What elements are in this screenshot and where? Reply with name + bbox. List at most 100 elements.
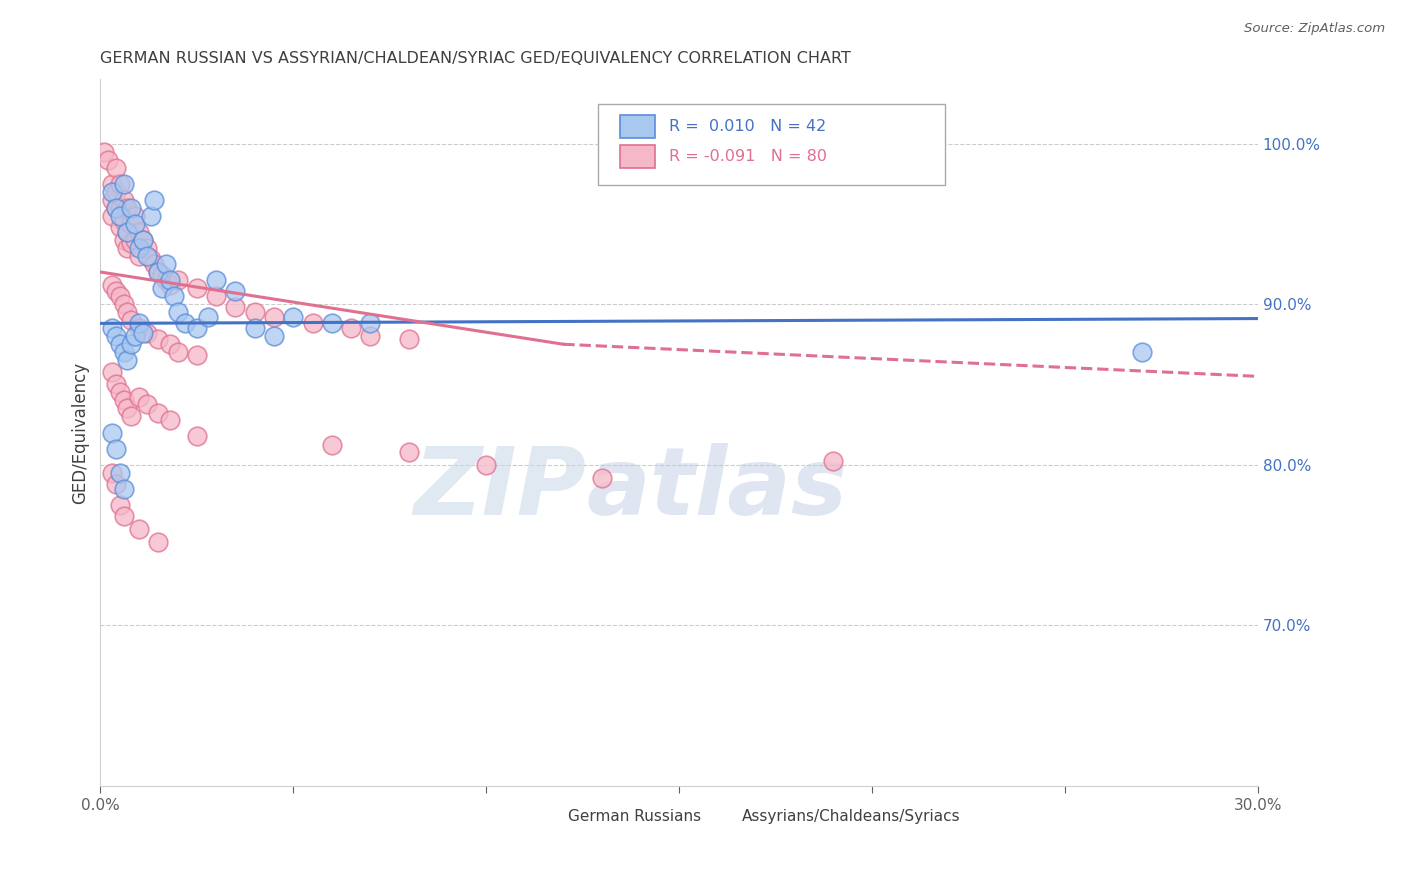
Point (104, 201, 127, 215)
Point (148, 333, 170, 347)
Point (205, 289, 228, 303)
Point (101, 185, 124, 199)
Point (108, 209, 131, 223)
Text: Source: ZipAtlas.com: Source: ZipAtlas.com (1244, 22, 1385, 36)
Point (108, 201, 131, 215)
Point (128, 249, 150, 263)
Point (159, 413, 181, 427)
Point (135, 397, 157, 411)
Point (117, 305, 139, 319)
Point (186, 321, 208, 335)
Point (124, 233, 146, 247)
Text: ZIP: ZIP (413, 443, 586, 535)
Text: German Russians: German Russians (568, 809, 702, 824)
Point (132, 326, 155, 340)
Point (112, 482, 135, 496)
Point (301, 317, 323, 331)
Point (398, 333, 420, 347)
Point (120, 236, 142, 251)
Point (359, 317, 381, 331)
Point (117, 201, 139, 215)
Point (112, 177, 135, 191)
Point (263, 329, 285, 343)
Point (101, 425, 124, 440)
Point (128, 317, 150, 331)
Point (117, 353, 139, 368)
Point (150, 268, 173, 283)
Point (128, 321, 150, 335)
Point (112, 345, 135, 359)
Bar (620, 115, 655, 138)
Point (591, 470, 613, 484)
Point (321, 438, 343, 452)
Point (101, 365, 124, 379)
Point (224, 285, 246, 299)
Text: Assyrians/Chaldeans/Syriacs: Assyrians/Chaldeans/Syriacs (741, 809, 960, 824)
Point (155, 257, 177, 271)
Point (205, 273, 228, 287)
Point (101, 209, 124, 223)
Point (128, 225, 150, 239)
Point (197, 310, 219, 324)
Point (143, 193, 166, 207)
Point (148, 265, 170, 279)
Point (112, 193, 135, 207)
Point (132, 233, 155, 247)
Point (321, 317, 343, 331)
Point (135, 249, 157, 263)
Point (124, 329, 146, 343)
Point (108, 498, 131, 512)
Point (135, 326, 157, 340)
Text: GERMAN RUSSIAN VS ASSYRIAN/CHALDEAN/SYRIAC GED/EQUIVALENCY CORRELATION CHART: GERMAN RUSSIAN VS ASSYRIAN/CHALDEAN/SYRI… (100, 51, 851, 66)
Point (93, 145, 115, 159)
Point (243, 321, 266, 335)
Point (143, 257, 166, 271)
Text: R = -0.091   N = 80: R = -0.091 N = 80 (669, 149, 827, 164)
Point (108, 177, 131, 191)
Point (124, 209, 146, 223)
Bar (529, 809, 554, 824)
Point (112, 297, 135, 311)
Point (186, 349, 208, 363)
Point (224, 301, 246, 315)
Bar (620, 145, 655, 168)
Point (174, 317, 197, 331)
Point (150, 281, 173, 295)
Bar (702, 809, 728, 824)
Point (120, 201, 142, 215)
Point (128, 390, 150, 404)
Point (263, 310, 285, 324)
Point (166, 345, 188, 359)
Point (101, 466, 124, 480)
Point (475, 458, 498, 472)
Point (148, 534, 170, 549)
Point (132, 233, 155, 247)
Point (359, 329, 381, 343)
Point (1130, 345, 1153, 359)
Point (120, 337, 142, 351)
Point (112, 233, 135, 247)
FancyBboxPatch shape (598, 104, 945, 186)
Point (108, 385, 131, 400)
Point (117, 401, 139, 416)
Text: R =  0.010   N = 42: R = 0.010 N = 42 (669, 120, 825, 134)
Point (166, 273, 188, 287)
Point (159, 277, 181, 292)
Point (117, 241, 139, 255)
Point (186, 281, 208, 295)
Point (117, 225, 139, 239)
Point (104, 285, 127, 299)
Point (104, 377, 127, 392)
Point (124, 217, 146, 231)
Point (112, 509, 135, 524)
Point (159, 273, 181, 287)
Point (108, 337, 131, 351)
Point (97, 153, 120, 167)
Point (104, 201, 127, 215)
Point (283, 310, 305, 324)
Point (101, 321, 124, 335)
Point (128, 522, 150, 536)
Point (148, 265, 170, 279)
Point (135, 241, 157, 255)
Point (120, 409, 142, 424)
